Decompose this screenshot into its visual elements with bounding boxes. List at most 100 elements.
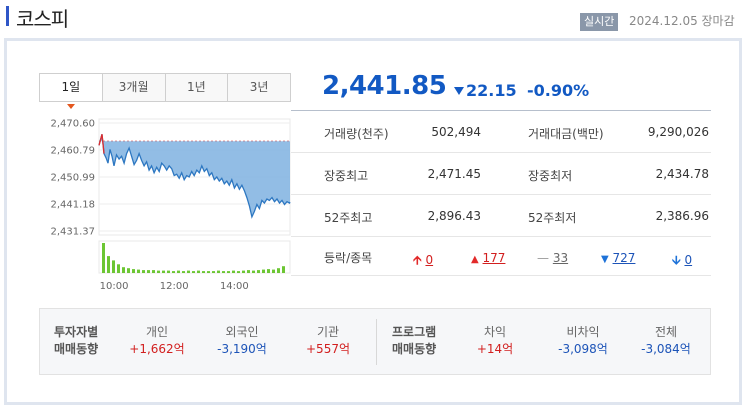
tab-3month[interactable]: 3개월 — [101, 74, 165, 101]
volume-bar — [232, 270, 235, 273]
amount-label: 거래대금(백만) — [528, 127, 604, 141]
arrow-up-icon: 🡩 — [413, 253, 422, 267]
volume-bar — [247, 270, 250, 273]
tab-label: 3개월 — [118, 80, 149, 94]
individual-item: 개인 +1,662억 — [122, 324, 192, 358]
volume-bar — [207, 271, 210, 273]
volume-bar — [222, 271, 225, 273]
fall-count[interactable]: ▼ 727 — [601, 251, 635, 265]
stats-row-breadth: 등락/종목 🡩 0 ▲ 177 — 33 ▼ 727 🡫 0 — [291, 237, 711, 276]
volume-bar — [127, 268, 130, 273]
selected-marker-icon — [66, 104, 75, 109]
volume-bar — [102, 243, 105, 273]
unchanged-value[interactable]: 33 — [552, 251, 569, 265]
arbitrage-item: 차익 +14억 — [460, 324, 530, 358]
high-value: 2,471.45 — [427, 167, 481, 181]
tab-label: 3년 — [249, 80, 269, 94]
x-tick-label: 14:00 — [220, 281, 249, 292]
volume-bar — [177, 270, 180, 273]
volume-bar — [117, 264, 120, 273]
foreign-value: -3,190억 — [217, 342, 267, 356]
program-total-item: 전체 -3,084억 — [630, 324, 702, 358]
price-change: 22.15 — [454, 81, 517, 100]
intraday-chart[interactable]: 2,470.60 2,460.79 2,450.99 2,441.18 2,431.37… — [37, 113, 297, 295]
volume-bar — [262, 269, 265, 273]
low-value: 2,434.78 — [655, 167, 709, 181]
volume-bar — [122, 267, 125, 273]
stats-table: 거래량(천주) 502,494 거래대금(백만) 9,290,026 장중최고 … — [291, 110, 711, 276]
x-tick-label: 12:00 — [160, 281, 189, 292]
lower-limit-count[interactable]: 🡫 0 — [672, 251, 692, 272]
page-header: 코스피 실시간 2024.12.05 장마감 — [0, 0, 746, 36]
y-tick-label: 2,450.99 — [50, 172, 95, 183]
volume-bar — [282, 266, 285, 273]
investor-group-label: 투자자별 매매동향 — [54, 324, 98, 358]
y-tick-label: 2,431.37 — [50, 227, 95, 238]
rise-value[interactable]: 177 — [482, 251, 506, 265]
nonarbitrage-value: -3,098억 — [558, 342, 608, 356]
tab-1year[interactable]: 1년 — [164, 74, 228, 101]
page-title: 코스피 — [16, 7, 69, 31]
volume-bar — [142, 270, 145, 273]
tab-3year[interactable]: 3년 — [227, 74, 290, 101]
index-line-up-segment — [101, 134, 105, 154]
volume-bar — [162, 270, 165, 273]
volume-bar — [192, 271, 195, 273]
low52-value: 2,386.96 — [655, 209, 709, 223]
individual-value: +1,662억 — [129, 342, 185, 356]
foreign-label: 외국인 — [225, 325, 259, 339]
tab-1day[interactable]: 1일 — [40, 74, 102, 109]
volume-bar — [197, 270, 200, 273]
program-group-line2: 매매동향 — [392, 342, 437, 356]
volume-bar — [112, 260, 115, 273]
volume-bar — [212, 271, 215, 273]
volume-label: 거래량(천주) — [324, 127, 389, 141]
volume-bar — [137, 269, 140, 273]
current-price: 2,441.85 — [322, 71, 447, 101]
volume-bar — [147, 270, 150, 273]
title-accent-bar — [6, 6, 9, 26]
individual-label: 개인 — [145, 325, 169, 339]
high52-label: 52주최고 — [324, 211, 373, 225]
volume-bar — [187, 270, 190, 273]
y-tick-label: 2,441.18 — [50, 199, 95, 210]
stats-row-52week: 52주최고 2,896.43 52주최저 2,386.96 — [291, 195, 711, 237]
nonarbitrage-item: 비차익 -3,098억 — [543, 324, 623, 358]
stats-row-intraday: 장중최고 2,471.45 장중최저 2,434.78 — [291, 153, 711, 195]
volume-bar — [172, 271, 175, 273]
fall-value[interactable]: 727 — [612, 251, 636, 265]
arbitrage-value: +14억 — [476, 342, 514, 356]
upper-limit-value[interactable]: 0 — [425, 253, 434, 267]
arbitrage-label: 차익 — [483, 325, 507, 339]
breadth-label: 등락/종목 — [324, 251, 373, 265]
amount-value: 9,290,026 — [647, 125, 709, 139]
lower-limit-value[interactable]: 0 — [684, 253, 693, 267]
market-datetime: 2024.12.05 장마감 — [629, 14, 735, 28]
nonarbitrage-label: 비차익 — [566, 325, 600, 339]
upper-limit-count[interactable]: 🡩 0 — [413, 251, 433, 272]
volume-bar — [252, 270, 255, 273]
change-rate: -0.90% — [527, 81, 590, 100]
volume-bar — [227, 271, 230, 273]
tab-label: 1년 — [187, 80, 206, 94]
x-tick-label: 10:00 — [100, 281, 129, 292]
volume-bar — [242, 270, 245, 273]
unchanged-count[interactable]: — 33 — [537, 251, 568, 265]
y-tick-label: 2,470.60 — [50, 119, 95, 130]
volume-bar — [272, 269, 275, 273]
institution-value: +557억 — [306, 342, 350, 356]
index-line — [98, 134, 291, 219]
index-area — [99, 134, 290, 217]
program-total-label: 전체 — [654, 325, 678, 339]
institution-item: 기관 +557억 — [293, 324, 363, 358]
institution-label: 기관 — [316, 325, 340, 339]
volume-bar — [257, 270, 260, 273]
volume-bar — [237, 271, 240, 273]
program-group-label: 프로그램 매매동향 — [392, 324, 436, 358]
change-value: 22.15 — [466, 81, 517, 100]
rise-count[interactable]: ▲ 177 — [471, 251, 505, 265]
investor-group-line2: 매매동향 — [54, 342, 99, 356]
volume-bar — [182, 271, 185, 273]
high52-value: 2,896.43 — [427, 209, 481, 223]
y-tick-label: 2,460.79 — [50, 146, 95, 157]
